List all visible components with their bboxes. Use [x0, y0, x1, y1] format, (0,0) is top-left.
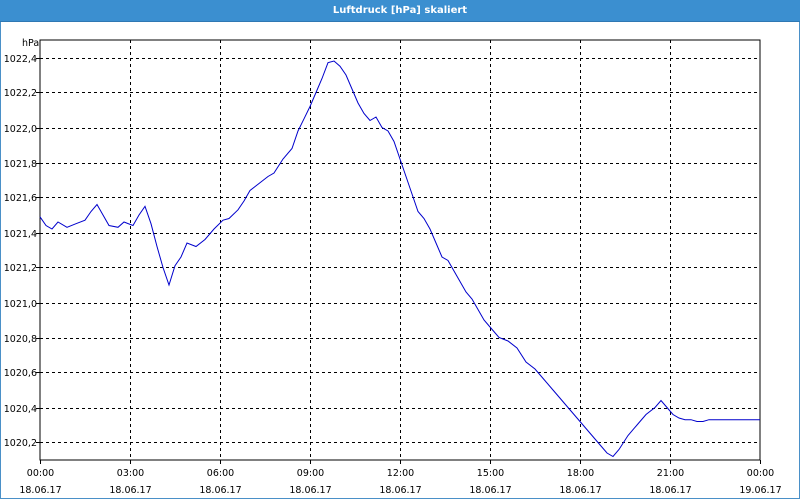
x-tick-date-label: 18.06.17 [109, 485, 151, 496]
y-tick-label: 1020,6 [4, 368, 37, 379]
y-tick-label: 1020,4 [4, 404, 37, 415]
y-tick-label: 1022,2 [4, 88, 37, 99]
y-tick-label: 1021,8 [4, 159, 37, 170]
x-tick-time-label: 18:00 [567, 468, 594, 479]
pressure-series-line [39, 60, 760, 458]
x-tick-date-label: 18.06.17 [289, 485, 331, 496]
x-tick-date-label: 18.06.17 [379, 485, 421, 496]
x-tick-time-label: 03:00 [117, 468, 144, 479]
y-tick-label: 1020,8 [4, 334, 37, 345]
x-tick-time-label: 00:00 [27, 468, 54, 479]
x-tick-date-label: 19.06.17 [739, 485, 781, 496]
x-tick-time-label: 12:00 [387, 468, 414, 479]
x-tick-date-label: 18.06.17 [649, 485, 691, 496]
x-tick-time-label: 06:00 [207, 468, 234, 479]
x-tick-time-label: 00:00 [747, 468, 774, 479]
y-tick-label: 1022,0 [4, 124, 37, 135]
y-tick-label: 1021,6 [4, 193, 37, 204]
y-tick-label: 1020,2 [4, 438, 37, 449]
title-bar: Luftdruck [hPa] skaliert [0, 0, 800, 22]
y-tick-label: 1021,4 [4, 229, 37, 240]
x-tick-time-label: 15:00 [477, 468, 504, 479]
x-tick-time-label: 21:00 [657, 468, 684, 479]
y-tick-label: 1022,4 [4, 54, 37, 65]
x-tick-date-label: 18.06.17 [199, 485, 241, 496]
y-axis-unit-label: hPa [22, 38, 39, 49]
window-title: Luftdruck [hPa] skaliert [332, 5, 468, 16]
x-tick-date-label: 18.06.17 [469, 485, 511, 496]
x-tick-time-label: 09:00 [297, 468, 324, 479]
x-tick-date-label: 18.06.17 [19, 485, 61, 496]
y-tick-label: 1021,2 [4, 263, 37, 274]
y-tick-label: 1021,0 [4, 299, 37, 310]
x-tick-date-label: 18.06.17 [559, 485, 601, 496]
